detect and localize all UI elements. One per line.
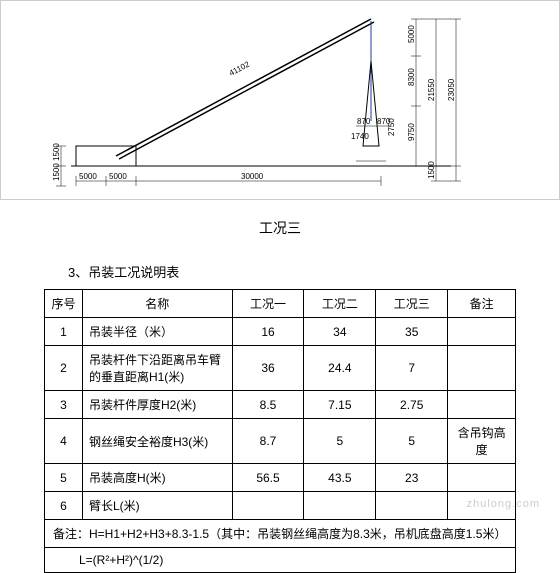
svg-text:5000: 5000	[407, 25, 416, 43]
footer-note-1: 备注：H=H1+H2+H3+8.3-1.5（其中：吊装钢丝绳高度为8.3米，吊机…	[45, 520, 516, 548]
svg-text:870: 870	[357, 117, 371, 126]
table-header-row: 序号 名称 工况一 工况二 工况三 备注	[45, 290, 516, 318]
svg-text:1500: 1500	[427, 161, 436, 179]
table-cell: 43.5	[304, 464, 376, 492]
svg-text:5000: 5000	[79, 172, 97, 181]
table-cell: 臂长L(米)	[82, 492, 232, 520]
col-name: 名称	[82, 290, 232, 318]
table-cell: 16	[232, 318, 304, 346]
conditions-table: 序号 名称 工况一 工况二 工况三 备注 1吊装半径（米）1634352吊装杆件…	[44, 289, 516, 573]
table-cell: 35	[376, 318, 448, 346]
table-cell: 8.7	[232, 419, 304, 464]
table-cell	[448, 391, 516, 419]
col-cond1: 工况一	[232, 290, 304, 318]
table-row: 2吊装杆件下沿距离吊车臂的垂直距离H1(米)3624.47	[45, 346, 516, 391]
table-cell: 5	[304, 419, 376, 464]
table-footer-1: 备注：H=H1+H2+H3+8.3-1.5（其中：吊装钢丝绳高度为8.3米，吊机…	[45, 520, 516, 548]
col-cond2: 工况二	[304, 290, 376, 318]
table-cell: 7	[376, 346, 448, 391]
table-cell: 吊装杆件厚度H2(米)	[82, 391, 232, 419]
svg-text:2750: 2750	[387, 118, 396, 136]
table-cell	[304, 492, 376, 520]
svg-text:8300: 8300	[407, 68, 416, 86]
table-cell: 56.5	[232, 464, 304, 492]
table-cell: 吊装高度H(米)	[82, 464, 232, 492]
table-cell: 5	[45, 464, 83, 492]
table-cell: 3	[45, 391, 83, 419]
table-cell	[448, 346, 516, 391]
table-footer-2: L=(R²+H²)^(1/2)	[45, 548, 516, 573]
crane-diagram: 41102 870 870 1740 2750 1500 1500 5000 5…	[1, 1, 560, 201]
table-cell: 2.75	[376, 391, 448, 419]
table-cell	[448, 464, 516, 492]
table-cell: 8.5	[232, 391, 304, 419]
table-cell: 34	[304, 318, 376, 346]
table-cell: 23	[376, 464, 448, 492]
table-cell: 7.15	[304, 391, 376, 419]
table-row: 5吊装高度H(米)56.543.523	[45, 464, 516, 492]
watermark: zhulong.com	[467, 498, 540, 510]
table-cell: 2	[45, 346, 83, 391]
table-cell: 5	[376, 419, 448, 464]
svg-text:1740: 1740	[351, 132, 369, 141]
table-cell: 6	[45, 492, 83, 520]
svg-text:5000: 5000	[109, 172, 127, 181]
table-cell	[232, 492, 304, 520]
table-cell: 1	[45, 318, 83, 346]
svg-text:21550: 21550	[427, 78, 436, 101]
table-cell: 4	[45, 419, 83, 464]
table-row: 1吊装半径（米）163435	[45, 318, 516, 346]
svg-text:1500: 1500	[52, 143, 61, 161]
svg-text:30000: 30000	[241, 172, 264, 181]
diagram-title: 工况三	[0, 218, 560, 238]
boom-length-label: 41102	[228, 59, 252, 77]
table-row: 4钢丝绳安全裕度H3(米)8.755含吊钩高度	[45, 419, 516, 464]
table-cell: 吊装杆件下沿距离吊车臂的垂直距离H1(米)	[82, 346, 232, 391]
table-cell: 钢丝绳安全裕度H3(米)	[82, 419, 232, 464]
table-row: 6臂长L(米)	[45, 492, 516, 520]
section-header: 3、吊装工况说明表	[68, 262, 560, 281]
svg-text:1500: 1500	[52, 163, 61, 181]
svg-text:9750: 9750	[407, 123, 416, 141]
footer-note-2: L=(R²+H²)^(1/2)	[45, 548, 516, 573]
table-cell: 36	[232, 346, 304, 391]
col-note: 备注	[448, 290, 516, 318]
table-cell: 24.4	[304, 346, 376, 391]
table-row: 3吊装杆件厚度H2(米)8.57.152.75	[45, 391, 516, 419]
col-index: 序号	[45, 290, 83, 318]
svg-text:23050: 23050	[447, 78, 456, 101]
table-cell: 含吊钩高度	[448, 419, 516, 464]
table-cell	[376, 492, 448, 520]
diagram-container: 41102 870 870 1740 2750 1500 1500 5000 5…	[0, 0, 560, 200]
table-cell	[448, 318, 516, 346]
table-cell: 吊装半径（米）	[82, 318, 232, 346]
col-cond3: 工况三	[376, 290, 448, 318]
